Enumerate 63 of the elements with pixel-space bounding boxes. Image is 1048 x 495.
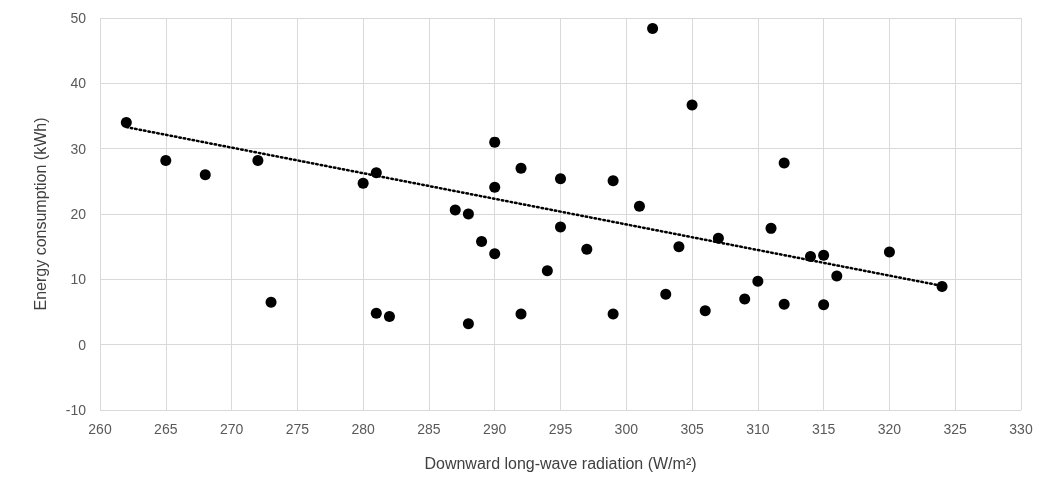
y-tick-label: -10 [65,402,87,418]
point [818,249,830,261]
point [831,270,843,282]
point [489,181,501,193]
y-tick-label: 10 [70,271,87,288]
x-tick-label: 315 [811,421,836,437]
y-tick-label: 0 [78,336,87,353]
point [357,177,369,189]
x-tick-label: 310 [746,421,770,437]
y-tick-label: 20 [70,206,87,222]
point [489,248,501,260]
point [673,241,685,253]
point [489,136,501,148]
point [660,288,672,300]
point [515,162,527,174]
point [449,204,461,216]
point [739,293,751,305]
point [199,169,211,181]
point [265,296,277,308]
x-tick-label: 300 [614,421,639,437]
point [541,265,553,277]
point [699,305,711,317]
x-tick-label: 320 [877,421,902,437]
y-axis-title: Energy consumption (kWh) [31,117,49,311]
x-tick-label: 325 [943,421,968,437]
point [752,275,764,287]
point [633,200,645,212]
point [581,243,593,255]
point [515,308,527,320]
point [818,299,830,311]
point [607,175,619,187]
point [936,281,948,293]
point [462,208,474,220]
x-tick-label: 295 [548,421,573,437]
point [252,154,264,166]
y-tick-label: 30 [70,140,87,157]
point [765,222,777,234]
point [647,22,659,34]
x-tick-label: 290 [483,421,507,437]
x-axis-title: Downward long-wave radiation (W/m²) [424,454,697,472]
x-tick-label: 275 [285,421,310,437]
point [883,246,895,258]
y-tick-label: 50 [70,10,87,26]
point [778,298,790,310]
x-tick-label: 305 [680,421,704,437]
point [778,157,790,169]
point [462,318,474,330]
x-tick-label: 270 [219,421,244,437]
point [555,173,566,185]
point [370,307,382,319]
x-tick-label: 285 [417,421,441,437]
point [120,117,132,129]
point [383,311,395,323]
x-tick-label: 260 [88,421,112,437]
y-tick-label: 40 [70,75,87,92]
point [686,99,698,111]
point [476,235,488,247]
x-tick-label: 330 [1009,421,1033,437]
x-tick-label: 280 [351,421,376,437]
point [607,308,619,320]
x-tick-label: 265 [154,421,178,437]
point [160,154,172,166]
point [555,221,566,233]
